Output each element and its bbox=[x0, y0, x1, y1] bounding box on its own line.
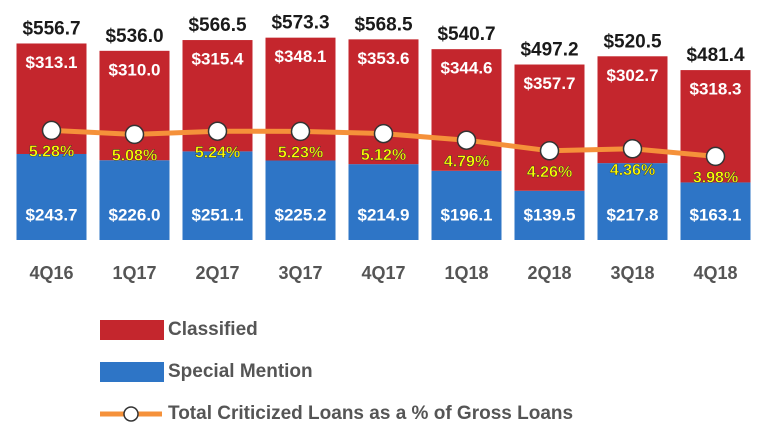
line-marker bbox=[290, 121, 311, 142]
line-value-label: 5.23% bbox=[278, 145, 323, 162]
total-label: $520.5 bbox=[603, 31, 662, 52]
x-tick-label: 1Q18 bbox=[444, 263, 488, 283]
line-value-label: 5.12% bbox=[361, 147, 406, 164]
line-marker bbox=[124, 124, 145, 145]
bar-value-label: $302.7 bbox=[607, 66, 659, 85]
bar-value-label: $310.0 bbox=[109, 60, 161, 79]
bar-segment bbox=[16, 153, 87, 240]
line-marker bbox=[622, 139, 643, 159]
bar-value-label: $315.4 bbox=[192, 50, 245, 69]
bar-value-label: $353.6 bbox=[358, 49, 410, 68]
total-label: $566.5 bbox=[188, 15, 247, 36]
bar-value-label: $196.1 bbox=[441, 205, 493, 224]
bar-segment bbox=[348, 39, 419, 165]
bar-value-label: $313.1 bbox=[26, 53, 78, 72]
line-marker bbox=[41, 120, 62, 141]
bar-value-label: $217.8 bbox=[607, 205, 659, 224]
bar-value-label: $243.7 bbox=[26, 205, 78, 224]
x-tick-label: 3Q17 bbox=[278, 263, 322, 283]
bar-value-label: $163.1 bbox=[690, 205, 742, 224]
line-marker bbox=[539, 141, 560, 161]
bar-segment bbox=[680, 182, 751, 240]
line-value-label: 5.28% bbox=[29, 144, 74, 161]
bar-segment bbox=[348, 164, 419, 240]
x-tick-label: 2Q18 bbox=[527, 263, 571, 283]
x-tick-label: 4Q17 bbox=[361, 263, 405, 283]
total-label: $481.4 bbox=[686, 45, 745, 66]
total-label: $556.7 bbox=[22, 19, 80, 40]
bar-segment bbox=[99, 160, 170, 240]
total-label: $568.5 bbox=[354, 14, 413, 35]
total-label: $497.2 bbox=[520, 40, 578, 61]
bar-value-label: $139.5 bbox=[524, 205, 576, 224]
line-value-label: 5.08% bbox=[112, 148, 157, 165]
x-tick-label: 4Q18 bbox=[693, 263, 737, 283]
x-tick-label: 1Q17 bbox=[112, 263, 156, 283]
bar-value-label: $318.3 bbox=[690, 80, 742, 99]
legend-label: Classified bbox=[168, 319, 258, 340]
line-value-label: 4.79% bbox=[444, 153, 489, 170]
x-tick-label: 2Q17 bbox=[195, 263, 239, 283]
legend-marker bbox=[123, 406, 139, 422]
bar-segment bbox=[514, 190, 585, 240]
total-label: $536.0 bbox=[105, 26, 163, 47]
total-label: $540.7 bbox=[437, 24, 495, 45]
bar-segment bbox=[431, 49, 502, 171]
legend-swatch bbox=[100, 362, 164, 382]
line-value-label: 4.36% bbox=[610, 162, 655, 179]
bar-value-label: $348.1 bbox=[275, 47, 327, 66]
bar-segment bbox=[431, 170, 502, 240]
legend-label: Total Criticized Loans as a % of Gross L… bbox=[168, 403, 573, 424]
line-value-label: 4.26% bbox=[527, 164, 572, 181]
bar-value-label: $251.1 bbox=[192, 205, 244, 224]
bar-value-label: $214.9 bbox=[358, 205, 410, 224]
bar-segment bbox=[514, 64, 585, 191]
bar-segment bbox=[182, 151, 253, 240]
line-marker bbox=[207, 121, 228, 141]
line-marker bbox=[456, 130, 477, 150]
bar-segment bbox=[265, 160, 336, 240]
bar-segment bbox=[597, 163, 668, 240]
x-tick-label: 4Q16 bbox=[29, 263, 73, 283]
bar-value-label: $225.2 bbox=[275, 205, 327, 224]
line-marker bbox=[705, 146, 726, 167]
bar-value-label: $357.7 bbox=[524, 74, 576, 93]
bar-value-label: $226.0 bbox=[109, 205, 161, 224]
line-marker bbox=[373, 123, 394, 144]
legend-swatch bbox=[100, 320, 164, 340]
line-value-label: 5.24% bbox=[195, 144, 240, 161]
total-label: $573.3 bbox=[271, 13, 329, 34]
line-value-label: 3.98% bbox=[693, 170, 738, 187]
x-tick-label: 3Q18 bbox=[610, 263, 654, 283]
legend-label: Special Mention bbox=[168, 361, 313, 382]
bar-value-label: $344.6 bbox=[441, 59, 493, 78]
